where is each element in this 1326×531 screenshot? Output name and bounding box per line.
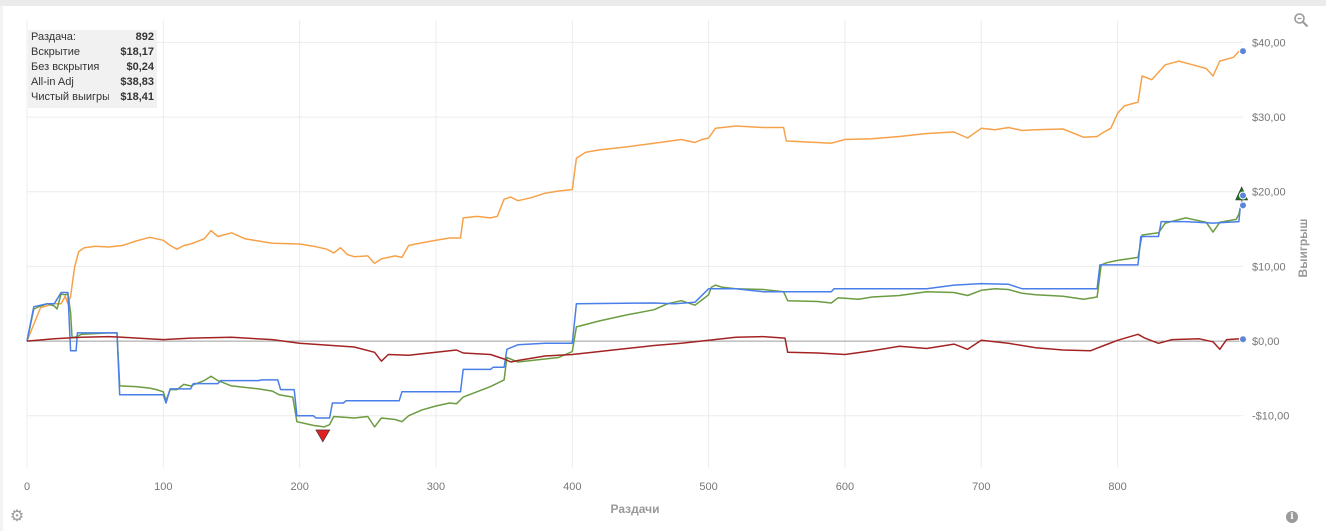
stat-label: Чистый выигрыш: [31, 91, 109, 103]
info-icon[interactable]: i: [1286, 511, 1298, 523]
y-tick-label: $20,00: [1252, 187, 1286, 199]
stat-value: $0,24: [126, 61, 154, 73]
x-tick-label: 700: [972, 481, 990, 493]
x-tick-label: 400: [563, 481, 581, 493]
x-tick-label: 200: [290, 481, 308, 493]
series-end-dot: [1239, 191, 1247, 200]
y-axis-title: Выигрыш: [1296, 219, 1310, 278]
series-line: [26, 195, 1244, 428]
x-axis-title: Раздачи: [611, 502, 660, 516]
x-tick-label: 100: [154, 481, 172, 493]
y-tick-labels: $40,00 $30,00 $20,00 $10,00 $0,00 -$10,00: [1252, 37, 1289, 422]
series-end-dot: [1239, 201, 1247, 210]
x-tick-labels: 0 100 200 300 400 500 600 700 800: [24, 481, 1127, 493]
stat-value: $18,41: [120, 91, 154, 103]
top-bar: [0, 0, 1326, 6]
stat-row-non-showdown: Без вскрытия $0,24: [28, 61, 157, 76]
stat-row-net-won: Чистый выигрыш $18,41: [28, 91, 157, 106]
stat-row-allin-adj: All-in Adj $38,83: [28, 76, 157, 91]
stat-label: Вскрытие: [31, 46, 80, 58]
series-line: [26, 333, 1244, 363]
x-tick-label: 600: [836, 481, 854, 493]
x-tick-label: 800: [1108, 481, 1126, 493]
chart-grid: [26, 20, 1243, 468]
y-tick-label: -$10,00: [1252, 411, 1289, 423]
stats-panel: Раздача: 892 Вскрытие $18,17 Без вскрыти…: [28, 30, 157, 108]
stat-label: Без вскрытия: [31, 61, 100, 73]
zoom-icon[interactable]: [1293, 12, 1309, 28]
stat-value: $18,17: [120, 46, 154, 58]
x-tick-label: 0: [24, 481, 30, 493]
x-tick-label: 500: [699, 481, 717, 493]
y-tick-label: $0,00: [1252, 336, 1280, 348]
series-line: [26, 204, 1244, 419]
y-tick-label: $10,00: [1252, 261, 1286, 273]
series-end-dots: [1239, 47, 1247, 344]
gear-icon[interactable]: ⚙: [9, 508, 25, 525]
y-tick-label: $30,00: [1252, 112, 1286, 124]
triangle-down-marker: [315, 429, 331, 443]
stat-row-showdown: Вскрытие $18,17: [28, 46, 157, 61]
stat-row-hands: Раздача: 892: [28, 31, 157, 46]
chart-series: [26, 50, 1244, 428]
series-end-dot: [1239, 47, 1247, 56]
stat-value: $38,83: [120, 76, 154, 88]
stat-label: All-in Adj: [31, 76, 74, 88]
series-end-dot: [1239, 335, 1247, 344]
y-tick-label: $40,00: [1252, 37, 1286, 49]
left-edge: [0, 6, 3, 531]
x-tick-label: 300: [427, 481, 445, 493]
stat-label: Раздача:: [31, 31, 76, 43]
series-line: [26, 50, 1244, 342]
stat-value: 892: [135, 31, 154, 43]
